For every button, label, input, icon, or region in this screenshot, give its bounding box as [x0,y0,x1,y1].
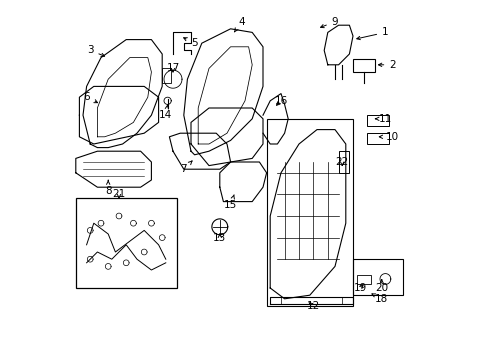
Text: 5: 5 [184,38,198,48]
Text: 15: 15 [224,195,237,210]
Text: 8: 8 [105,180,112,196]
Text: 16: 16 [274,96,288,106]
Text: 19: 19 [354,283,367,293]
Text: 21: 21 [112,189,125,199]
Text: 17: 17 [167,63,180,73]
Text: 3: 3 [87,45,105,57]
Bar [353,259,403,295]
Text: 13: 13 [213,233,226,243]
Text: 14: 14 [159,105,172,120]
Text: 22: 22 [336,157,349,167]
Bar [76,198,176,288]
Text: 2: 2 [378,60,396,70]
Bar [267,119,353,306]
Text: 9: 9 [320,17,338,28]
Text: 6: 6 [83,92,98,103]
Text: 4: 4 [235,17,245,32]
Text: 20: 20 [375,280,389,293]
Text: 11: 11 [375,114,392,124]
Text: 1: 1 [357,27,389,40]
Text: 10: 10 [379,132,399,142]
Text: 7: 7 [180,161,192,174]
Text: 12: 12 [307,301,320,311]
Text: 18: 18 [372,294,389,304]
